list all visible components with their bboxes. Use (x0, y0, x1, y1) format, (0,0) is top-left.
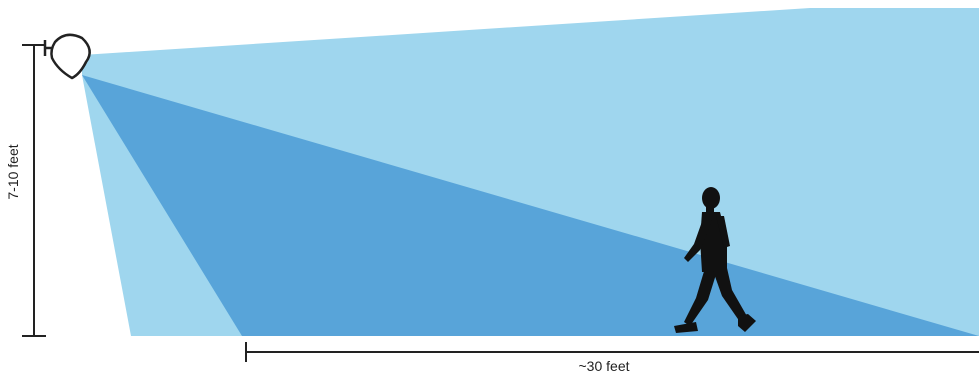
floodlight-icon (43, 33, 91, 80)
height-dimension (22, 44, 46, 337)
distance-label: ~30 feet (579, 358, 630, 374)
inner-detection-zone (82, 75, 979, 336)
distance-dimension (245, 342, 979, 362)
height-label: 7-10 feet (5, 144, 21, 199)
walking-person-icon (674, 187, 756, 333)
